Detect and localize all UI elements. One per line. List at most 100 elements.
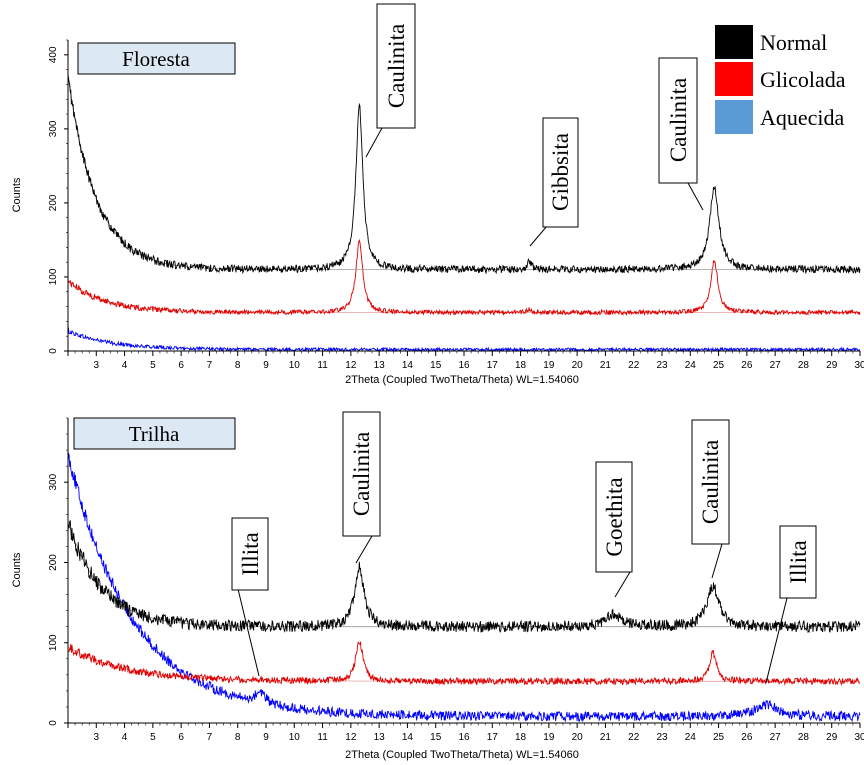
x-tick-label: 6	[178, 732, 184, 743]
x-tick-label: 13	[374, 360, 386, 371]
y-tick-label: 0	[48, 720, 59, 726]
annotation-caulinita-2: Caulinita	[658, 57, 704, 211]
series-line-normal	[67, 519, 861, 634]
x-tick-label: 30	[854, 360, 864, 371]
x-tick-label: 22	[628, 360, 640, 371]
x-tick-label: 5	[150, 732, 156, 743]
x-tick-label: 4	[122, 360, 128, 371]
x-tick-label: 16	[458, 360, 470, 371]
x-tick-label: 11	[317, 360, 328, 371]
x-tick-label: 10	[289, 732, 301, 743]
x-tick-label: 23	[656, 732, 668, 743]
x-tick-label: 20	[572, 732, 584, 743]
x-tick-label: 12	[345, 732, 357, 743]
x-tick-label: 28	[798, 732, 810, 743]
annotation-illita-2: Illita	[765, 525, 817, 684]
x-tick-label: 18	[515, 360, 527, 371]
y-axis-title: Counts	[11, 552, 23, 587]
y-tick-label: 100	[48, 268, 59, 285]
x-tick-label: 15	[430, 360, 442, 371]
y-tick-label: 0	[48, 348, 59, 354]
annotation-label: Gibbsita	[548, 133, 573, 211]
x-axis-title: 2Theta (Coupled TwoTheta/Theta) WL=1.540…	[345, 749, 579, 761]
legend-label: Aquecida	[760, 105, 845, 130]
x-tick-label: 11	[317, 732, 328, 743]
series-group	[67, 75, 861, 353]
x-tick-label: 27	[770, 732, 782, 743]
x-tick-label: 24	[685, 732, 697, 743]
x-tick-label: 5	[150, 360, 156, 371]
annotation-label: Caulinita	[666, 78, 691, 162]
x-tick-label: 21	[600, 732, 612, 743]
x-tick-label: 29	[826, 732, 838, 743]
panel-floresta: 0 100 200 300 400 3 4 5 6 7 8 9 10 11 12 13 14 15 16 17 18 19…	[11, 3, 864, 386]
x-tick-label: 3	[94, 360, 100, 371]
y-axis-title: Counts	[11, 177, 23, 212]
x-tick-label: 10	[289, 360, 301, 371]
x-tick-label: 7	[207, 360, 213, 371]
annotation-caulinita-4: Caulinita	[691, 419, 730, 579]
x-tick-label: 21	[600, 360, 612, 371]
x-tick-label: 9	[263, 360, 269, 371]
x-tick-label: 28	[798, 360, 810, 371]
series-group	[67, 452, 861, 723]
x-tick-label: 6	[178, 360, 184, 371]
panel-trilha: 0 100 200 300 3 4 5 6 7 8 9 10 11 12 13 14 15 16 17 18 19 20 2…	[11, 411, 864, 761]
x-tick-label: 12	[345, 360, 357, 371]
x-axis-title: 2Theta (Coupled TwoTheta/Theta) WL=1.540…	[345, 374, 579, 386]
x-tick-label: 26	[741, 732, 753, 743]
x-tick-label: 4	[122, 732, 128, 743]
panel-title: Floresta	[122, 47, 190, 71]
x-tick-label: 27	[770, 360, 782, 371]
axes: 0 100 200 300 3 4 5 6 7 8 9 10 11 12 13 14 15 16 17 18 19 20 2…	[48, 417, 864, 743]
y-tick-label: 100	[48, 634, 59, 651]
annotation-gibbsita: Gibbsita	[529, 117, 579, 247]
legend-swatch	[715, 25, 753, 59]
x-tick-label: 19	[543, 732, 555, 743]
x-tick-label: 3	[94, 732, 100, 743]
x-tick-label: 17	[487, 732, 499, 743]
panel-title-box: Trilha	[73, 417, 236, 450]
y-tick-label: 400	[48, 46, 59, 63]
legend-label: Normal	[760, 30, 827, 55]
y-tick-label: 300	[48, 120, 59, 137]
annotation-caulinita-3: Caulinita	[342, 411, 381, 564]
annotation-label: Illita	[786, 540, 811, 583]
annotation-label: Caulinita	[698, 440, 723, 524]
x-tick-label: 30	[854, 732, 864, 743]
series-line-glicolada	[67, 641, 861, 687]
x-tick-label: 22	[628, 732, 640, 743]
annotation-label: Goethita	[602, 477, 627, 556]
x-tick-label: 26	[741, 360, 753, 371]
annotation-caulinita-1: Caulinita	[365, 3, 416, 158]
x-tick-label: 15	[430, 732, 442, 743]
legend-swatch	[715, 100, 753, 134]
x-tick-label: 7	[207, 732, 213, 743]
x-tick-label: 18	[515, 732, 527, 743]
series-line-glicolada	[67, 238, 861, 317]
series-line-normal	[67, 75, 861, 275]
legend-item-normal: Normal	[715, 25, 827, 59]
y-tick-label: 300	[48, 473, 59, 490]
x-tick-label: 19	[543, 360, 555, 371]
annotation-label: Illita	[238, 532, 263, 575]
legend: Normal Glicolada Aquecida	[715, 25, 846, 134]
annotation-label: Caulinita	[384, 24, 409, 108]
annotation-illita-1: Illita	[231, 517, 269, 677]
legend-item-glicolada: Glicolada	[715, 62, 846, 96]
x-tick-label: 16	[458, 732, 470, 743]
series-line-aquecida	[67, 452, 861, 723]
annotation-goethita: Goethita	[595, 461, 633, 598]
x-tick-label: 29	[826, 360, 838, 371]
legend-label: Glicolada	[760, 67, 846, 92]
x-tick-label: 25	[713, 732, 725, 743]
x-tick-label: 8	[235, 360, 241, 371]
y-tick-label: 200	[48, 554, 59, 571]
panel-title: Trilha	[129, 422, 180, 446]
x-tick-label: 14	[402, 732, 414, 743]
axes: 0 100 200 300 400 3 4 5 6 7 8 9 10 11 12 13 14 15 16 17 18 19…	[48, 39, 864, 371]
x-tick-label: 25	[713, 360, 725, 371]
x-tick-label: 24	[685, 360, 697, 371]
legend-swatch	[715, 62, 753, 96]
